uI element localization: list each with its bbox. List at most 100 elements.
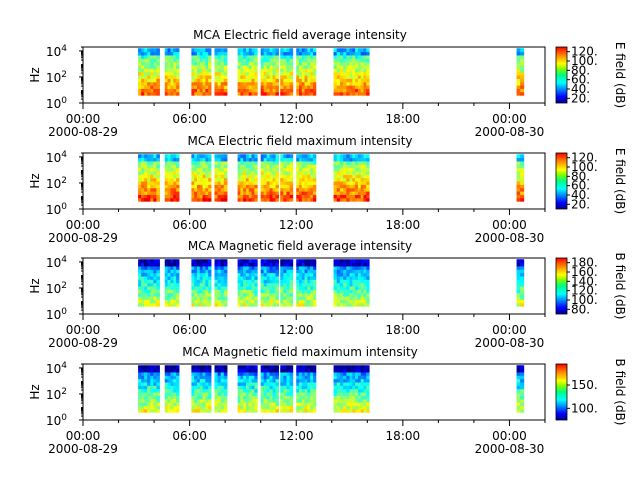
spectrogram-cell — [310, 191, 314, 195]
spectrogram-cell — [307, 157, 311, 162]
spectrogram-cell — [202, 262, 206, 267]
spectrogram-cell — [164, 61, 169, 66]
spectrogram-cell — [208, 68, 212, 73]
spectrogram-cell — [349, 197, 353, 202]
spectrogram-cell — [363, 382, 367, 386]
spectrogram-cell — [141, 48, 145, 53]
spectrogram-cell — [243, 388, 247, 393]
spectrogram-cell — [214, 375, 219, 380]
spectrogram-cell — [205, 197, 209, 202]
spectrogram-cell — [153, 395, 157, 400]
spectrogram-cell — [254, 289, 258, 294]
spectrogram-cell — [214, 292, 219, 297]
spectrogram-cell — [245, 296, 250, 300]
spectrogram-cell — [339, 71, 344, 76]
spectrogram-cell — [355, 296, 359, 300]
spectrogram-cell — [208, 392, 212, 396]
spectrogram-cell — [343, 54, 347, 59]
spectrogram-cell — [275, 194, 279, 199]
spectrogram-cell — [520, 177, 525, 182]
spectrogram-cell — [520, 279, 525, 284]
spectrogram-cell — [283, 395, 287, 400]
spectrogram-cell — [260, 191, 265, 195]
spectrogram-cell — [296, 402, 300, 406]
spectrogram-cell — [520, 365, 525, 370]
spectrogram-cell — [199, 71, 204, 76]
spectrogram-cell — [363, 368, 367, 373]
spectrogram-cell — [333, 48, 338, 53]
spectrogram-cell — [366, 385, 370, 390]
spectrogram-cell — [214, 296, 219, 300]
spectrogram-cell — [299, 54, 303, 59]
spectrogram-cell — [349, 167, 353, 172]
spectrogram-cell — [286, 160, 291, 165]
spectrogram-cell — [286, 197, 291, 202]
spectrogram-cell — [217, 91, 222, 96]
spectrogram-cell — [245, 85, 250, 89]
spectrogram-cell — [352, 265, 356, 270]
spectrogram-cell — [147, 265, 151, 270]
spectrogram-cell — [199, 181, 204, 185]
spectrogram-cell — [147, 402, 151, 406]
spectrogram-cell — [299, 392, 303, 396]
spectrogram-cell — [223, 184, 228, 189]
spectrogram-cell — [516, 269, 521, 274]
spectrogram-cell — [254, 65, 258, 69]
spectrogram-cell — [196, 296, 201, 300]
spectrogram-cell — [516, 296, 521, 300]
spectrogram-cell — [243, 88, 247, 93]
spectrogram-cell — [280, 269, 284, 274]
spectrogram-cell — [214, 408, 219, 413]
spectrogram-cell — [343, 91, 347, 96]
spectrogram-cell — [243, 48, 247, 53]
spectrogram-cell — [363, 279, 367, 284]
spectrogram-cell — [248, 265, 253, 270]
spectrogram-cell — [366, 265, 370, 270]
spectrogram-cell — [355, 402, 359, 406]
spectrogram-cell — [301, 289, 306, 294]
spectrogram-cell — [243, 91, 247, 96]
spectrogram-cell — [199, 365, 204, 370]
spectrogram-cell — [307, 299, 311, 304]
spectrogram-cell — [346, 296, 351, 300]
spectrogram-cell — [333, 365, 338, 370]
spectrogram-cell — [245, 395, 250, 400]
spectrogram-cell — [346, 385, 351, 390]
spectrogram-cell — [194, 171, 198, 175]
spectrogram-cell — [355, 184, 359, 189]
spectrogram-cell — [304, 296, 308, 300]
spectrogram-cell — [263, 157, 268, 162]
spectrogram-cell — [237, 48, 241, 53]
spectrogram-cell — [355, 75, 359, 79]
spectrogram-cell — [164, 382, 169, 386]
spectrogram-cell — [240, 71, 244, 76]
spectrogram-cell — [245, 286, 250, 290]
spectrogram-cell — [357, 276, 362, 280]
spectrogram-cell — [283, 371, 287, 376]
spectrogram-cell — [355, 91, 359, 96]
spectrogram-cell — [310, 164, 314, 169]
spectrogram-cell — [199, 177, 204, 182]
spectrogram-cell — [245, 171, 250, 175]
spectrogram-cell — [260, 61, 265, 66]
spectrogram-cell — [296, 174, 300, 179]
spectrogram-cell — [217, 286, 222, 290]
spectrogram-cell — [167, 382, 171, 386]
spectrogram-cell — [217, 51, 222, 56]
spectrogram-cell — [208, 194, 212, 199]
spectrogram-cell — [194, 191, 198, 195]
spectrogram-cell — [194, 286, 198, 290]
spectrogram-cell — [363, 286, 367, 290]
spectrogram-cell — [520, 71, 525, 76]
spectrogram-cell — [299, 181, 303, 185]
spectrogram-cell — [360, 259, 364, 264]
spectrogram-cell — [307, 259, 311, 264]
spectrogram-cell — [156, 51, 160, 56]
spectrogram-cell — [199, 302, 204, 307]
spectrogram-cell — [349, 81, 353, 86]
spectrogram-cell — [199, 382, 204, 386]
spectrogram-cell — [269, 265, 274, 270]
spectrogram-cell — [170, 272, 174, 277]
spectrogram-cell — [266, 265, 271, 270]
spectrogram-cell — [289, 385, 294, 390]
